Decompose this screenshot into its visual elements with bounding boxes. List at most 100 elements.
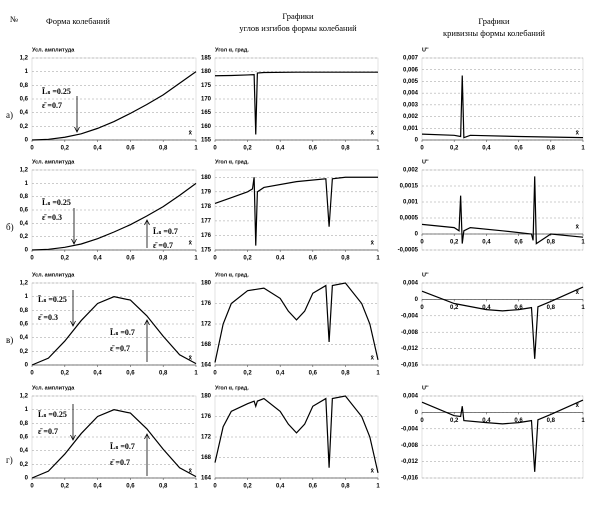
arrow-head [144, 319, 150, 326]
x-tick-label: 1 [581, 146, 585, 152]
x-tick-label: 1 [194, 371, 198, 377]
data-line [214, 71, 378, 135]
y-tick-label: 0,4 [20, 335, 29, 341]
y-tick-label: 172 [201, 435, 212, 441]
y-tick-label: 0,002 [403, 168, 419, 174]
annotation: ε̄ =0.7 [42, 101, 62, 110]
y-tick-label: 0,001 [403, 126, 419, 132]
y-tick-label: 0,004 [403, 281, 419, 287]
x-tick-label: 1 [376, 146, 380, 152]
arrow-head [70, 320, 76, 327]
x-tick-label: 0 [30, 256, 34, 262]
y-tick-label: 0,002 [403, 114, 419, 120]
plot-frame [421, 395, 584, 479]
x-tick-label: 0,2 [61, 484, 70, 490]
x-axis-label: x̄ [189, 356, 193, 362]
x-tick-label: 0,4 [276, 146, 285, 152]
x-tick-label: 0,2 [61, 256, 70, 262]
x-tick-label: 0 [420, 418, 424, 424]
y-tick-label: 168 [201, 455, 212, 461]
arrow-head [74, 126, 80, 133]
y-tick-label: 0,2 [20, 124, 29, 130]
x-tick-label: 0,4 [93, 484, 102, 490]
x-tick-label: 0,6 [126, 484, 135, 490]
y-tick-label: 175 [201, 248, 212, 254]
y-tick-label: 0,004 [403, 394, 419, 400]
y-tick-label: 0,6 [20, 322, 29, 328]
y-tick-label: 165 [201, 110, 212, 116]
y-tick-label: 0 [415, 297, 419, 303]
annotation: L̄ₛ =0.7 [109, 442, 134, 451]
y-tick-label: 0,2 [20, 234, 29, 240]
y-tick-label: 164 [201, 363, 212, 369]
x-tick-label: 0,4 [276, 256, 285, 262]
x-tick-label: 1 [194, 146, 198, 152]
x-tick-label: 0,6 [309, 371, 318, 377]
x-tick-label: 0 [213, 484, 217, 490]
y-tick-label: 176 [201, 301, 212, 307]
x-tick-label: 0,2 [450, 146, 459, 152]
header-curv-sub: кривизны формы колебаний [443, 28, 545, 38]
y-tick-label: 1,2 [20, 281, 29, 287]
x-axis-label: x̄ [576, 290, 580, 296]
x-tick-label: 0,4 [93, 146, 102, 152]
y-tick-label: 0 [415, 410, 419, 416]
x-tick-label: 0,6 [309, 484, 318, 490]
y-tick-label: 0,2 [20, 349, 29, 355]
annotation: L̄ₛ =0.7 [152, 227, 177, 236]
y-tick-label: 1 [25, 69, 29, 75]
annotation: L̄ₛ =0.25 [37, 295, 66, 304]
y-tick-label: 180 [201, 69, 212, 75]
x-tick-label: 0,4 [482, 305, 491, 311]
x-tick-label: 0 [420, 240, 424, 246]
y-tick-label: -0,0005 [398, 248, 419, 254]
y-tick-label: 0 [415, 138, 419, 144]
data-line [214, 176, 378, 246]
y-tick-label: 0 [25, 476, 29, 482]
y-tick-label: 177 [201, 218, 212, 224]
y-axis-label: U'' [422, 159, 429, 165]
x-tick-label: 0 [420, 146, 424, 152]
x-tick-label: 0,4 [93, 256, 102, 262]
data-line [31, 182, 197, 251]
data-line [421, 176, 584, 245]
header-angles-sub: углов изгибов формы колебаний [239, 23, 357, 33]
y-axis-label: U'' [422, 272, 429, 278]
y-tick-label: 0,8 [20, 308, 29, 314]
x-tick-label: 0,6 [309, 146, 318, 152]
x-tick-label: 0,8 [547, 146, 556, 152]
x-tick-label: 0,6 [514, 305, 523, 311]
x-tick-label: 0,8 [159, 146, 168, 152]
y-tick-label: -0,016 [401, 476, 419, 482]
x-tick-label: 0,4 [93, 371, 102, 377]
y-tick-label: 0,004 [403, 91, 419, 97]
y-tick-label: 0,8 [20, 194, 29, 200]
y-tick-label: 1 [25, 181, 29, 187]
x-axis-label: x̄ [371, 241, 375, 247]
x-tick-label: 0,8 [341, 256, 350, 262]
y-tick-label: 0,6 [20, 208, 29, 214]
y-tick-label: 176 [201, 414, 212, 420]
y-axis-label: Усл. амплитуда [32, 159, 75, 165]
annotation: ε̄ =0.3 [42, 213, 62, 222]
x-tick-label: 0 [420, 305, 424, 311]
x-tick-label: 0,4 [482, 240, 491, 246]
data-line [214, 282, 379, 363]
y-tick-label: 1,2 [20, 168, 29, 174]
y-tick-label: 0,4 [20, 221, 29, 227]
x-tick-label: 0 [213, 256, 217, 262]
arrow-head [144, 219, 150, 226]
x-tick-label: 0,6 [126, 146, 135, 152]
arrow-head [144, 433, 150, 440]
y-tick-label: 180 [201, 281, 212, 287]
plot-frame [421, 282, 584, 366]
x-tick-label: 0,2 [243, 256, 252, 262]
data-line [421, 399, 584, 472]
row-label: а) [6, 110, 13, 120]
y-tick-label: 0 [25, 363, 29, 369]
y-tick-label: 0,007 [403, 56, 419, 62]
x-tick-label: 1 [194, 484, 198, 490]
x-tick-label: 1 [581, 240, 585, 246]
y-tick-label: 176 [201, 233, 212, 239]
